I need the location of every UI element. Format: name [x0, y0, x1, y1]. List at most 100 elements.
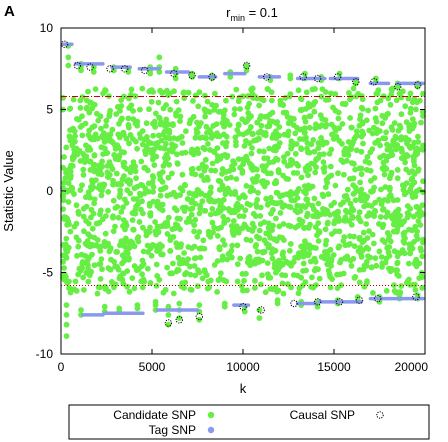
candidate-point: [153, 110, 159, 117]
candidate-point: [79, 132, 86, 139]
candidate-point: [266, 242, 272, 249]
candidate-point: [214, 157, 221, 164]
candidate-point: [130, 159, 137, 166]
causal-snp-marker: [374, 294, 382, 303]
candidate-point: [321, 169, 328, 175]
candidate-point: [208, 130, 215, 137]
candidate-point: [72, 278, 79, 285]
candidate-point: [285, 120, 292, 127]
candidate-point: [121, 258, 128, 264]
candidate-point: [177, 192, 184, 199]
candidate-point: [412, 281, 418, 288]
candidate-point: [342, 145, 349, 152]
candidate-point: [274, 288, 280, 295]
candidate-point: [75, 208, 82, 215]
candidate-point: [261, 155, 268, 162]
candidate-point: [228, 247, 235, 254]
candidate-point: [67, 105, 74, 112]
candidate-point: [117, 187, 123, 194]
candidate-point: [159, 179, 166, 185]
candidate-point: [275, 167, 282, 174]
candidate-point: [328, 256, 335, 262]
candidate-point: [416, 146, 423, 153]
candidate-point: [63, 302, 70, 308]
candidate-point: [71, 286, 78, 293]
candidate-point: [239, 170, 246, 176]
candidate-point: [176, 300, 183, 307]
candidate-point: [226, 122, 233, 128]
candidate-point: [240, 287, 246, 294]
candidate-point: [365, 107, 371, 114]
candidate-point: [352, 184, 359, 191]
legend-box: [68, 404, 430, 440]
candidate-point: [80, 172, 87, 178]
candidate-point: [381, 164, 388, 171]
candidate-point: [135, 201, 141, 208]
candidate-point: [97, 276, 104, 282]
candidate-point: [382, 135, 389, 142]
candidate-point: [140, 224, 146, 231]
candidate-point: [154, 223, 161, 230]
candidate-point: [234, 261, 241, 267]
candidate-point: [267, 118, 274, 124]
candidate-point: [247, 237, 254, 244]
candidate-point: [105, 207, 111, 214]
candidate-point: [402, 103, 409, 110]
candidate-point: [182, 182, 189, 189]
candidate-point: [217, 270, 224, 277]
candidate-point: [189, 146, 195, 153]
candidate-point: [178, 241, 185, 248]
candidate-point: [84, 238, 91, 244]
candidate-point: [288, 145, 294, 152]
candidate-point: [221, 241, 228, 248]
candidate-point: [144, 265, 151, 272]
candidate-point: [322, 226, 329, 233]
candidate-point: [179, 204, 186, 211]
candidate-point: [407, 105, 414, 112]
candidate-point: [95, 170, 102, 177]
candidate-point: [254, 233, 260, 240]
candidate-point: [202, 113, 209, 120]
candidate-point: [319, 86, 326, 92]
candidate-point: [130, 196, 137, 202]
candidate-point: [119, 252, 126, 259]
candidate-point: [200, 144, 207, 151]
causal-snp-marker: [394, 83, 402, 91]
causal-snp-marker: [164, 319, 173, 327]
candidate-point: [153, 261, 160, 268]
candidate-point: [73, 234, 80, 241]
candidate-point: [67, 136, 74, 143]
candidate-point: [297, 136, 303, 142]
candidate-point: [231, 111, 238, 118]
candidate-point: [80, 205, 87, 212]
candidate-point: [322, 117, 329, 123]
candidate-point: [265, 274, 272, 281]
candidate-point: [196, 302, 203, 308]
candidate-point: [320, 159, 327, 166]
candidate-point: [418, 119, 424, 126]
candidate-point: [170, 290, 177, 297]
candidate-point: [226, 168, 233, 174]
candidate-point: [372, 115, 379, 122]
candidate-point: [406, 226, 412, 233]
candidate-point: [113, 111, 120, 117]
candidate-point: [221, 300, 228, 307]
candidate-point: [112, 263, 118, 270]
candidate-point: [154, 140, 161, 146]
candidate-point: [201, 92, 208, 99]
candidate-point: [179, 150, 185, 157]
candidate-point: [228, 223, 235, 229]
candidate-point: [323, 97, 329, 103]
candidate-point: [125, 256, 132, 263]
x-tick-label: 10000: [226, 360, 260, 374]
candidate-point: [229, 93, 236, 100]
candidate-point: [404, 210, 411, 217]
candidate-point: [409, 116, 416, 123]
candidate-point: [125, 69, 132, 75]
candidate-point: [410, 213, 417, 220]
candidate-point: [198, 172, 205, 179]
candidate-point: [148, 150, 155, 156]
chart-title-suffix: = 0.1: [245, 5, 278, 20]
candidate-point: [380, 159, 387, 166]
candidate-point: [256, 227, 263, 234]
